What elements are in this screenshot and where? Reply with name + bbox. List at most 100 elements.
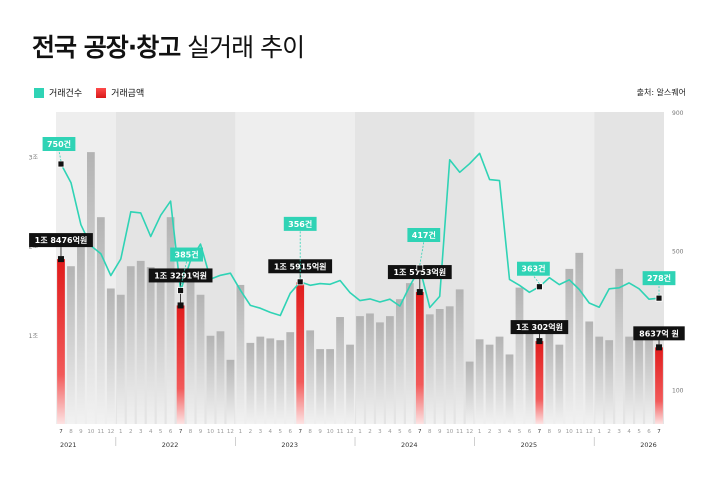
x-tick-label: 6 xyxy=(169,429,173,435)
x-tick-label: 10 xyxy=(87,429,94,435)
amount-marker xyxy=(656,344,663,351)
bar xyxy=(226,359,235,424)
x-tick-label: 9 xyxy=(558,429,562,435)
year-band xyxy=(56,112,116,424)
x-tick-label: 7 xyxy=(298,429,302,435)
bar xyxy=(86,152,95,424)
count-leader xyxy=(58,150,62,162)
count-line xyxy=(60,152,660,317)
bar xyxy=(286,332,295,424)
bar xyxy=(96,217,105,424)
chart-title-light: 실거래 추이 xyxy=(187,33,305,62)
count-callout: 363건 xyxy=(521,264,545,274)
count-marker xyxy=(655,294,663,302)
bar xyxy=(266,338,275,424)
amount-marker xyxy=(536,338,543,345)
bar xyxy=(565,268,574,424)
x-tick-label: 7 xyxy=(418,429,422,435)
bar xyxy=(645,331,653,424)
bar xyxy=(126,266,135,424)
x-tick-label: 12 xyxy=(466,429,473,435)
count-callout-box xyxy=(407,228,441,242)
x-tick-label: 8 xyxy=(308,429,312,435)
amount-callout-box xyxy=(510,320,569,335)
x-tick-label: 2 xyxy=(607,429,611,435)
x-tick-label: 11 xyxy=(97,429,104,435)
bar xyxy=(605,340,614,424)
bar xyxy=(246,342,255,424)
count-leader xyxy=(180,261,187,288)
x-tick-label: 6 xyxy=(408,429,412,435)
x-tick-label: 9 xyxy=(318,429,322,435)
count-leader xyxy=(533,275,540,284)
bar xyxy=(545,333,554,424)
amount-callout: 1조 3291억원 xyxy=(154,270,207,280)
bar xyxy=(485,344,494,424)
count-callout-box xyxy=(283,216,317,231)
bar xyxy=(575,252,584,424)
count-marker xyxy=(57,160,65,168)
bar xyxy=(376,322,384,424)
bar xyxy=(435,309,444,424)
bar xyxy=(465,361,474,424)
bar-highlight xyxy=(415,292,424,424)
amount-callout-box xyxy=(268,259,333,274)
x-tick-label: 2 xyxy=(249,429,253,435)
x-tick-label: 8 xyxy=(69,429,73,435)
x-tick-label: 11 xyxy=(576,429,583,435)
legend-item-amount: 거래금액 xyxy=(96,86,144,99)
x-tick-label: 1 xyxy=(119,429,123,435)
x-tick-label: 7 xyxy=(59,429,63,435)
amount-callout: 1조 5915억원 xyxy=(274,261,327,271)
count-callout: 750건 xyxy=(47,139,71,149)
bar xyxy=(495,336,504,424)
x-tick-label: 10 xyxy=(446,429,453,435)
x-tick-label: 11 xyxy=(217,429,224,435)
bar xyxy=(525,332,534,424)
bar xyxy=(106,288,115,424)
x-tick-label: 12 xyxy=(227,429,234,435)
x-tick-label: 12 xyxy=(347,429,354,435)
x-tick-label: 9 xyxy=(438,429,442,435)
count-callout: 278건 xyxy=(647,273,671,283)
x-tick-label: 5 xyxy=(279,429,283,435)
right-axis-tick: 500 xyxy=(672,249,684,256)
bar xyxy=(186,281,195,424)
bar xyxy=(156,269,165,424)
bar xyxy=(425,314,434,424)
bar-highlight xyxy=(176,305,185,424)
bar-highlight xyxy=(535,341,544,424)
x-tick-label: 3 xyxy=(498,429,502,435)
x-tick-label: 10 xyxy=(566,429,573,435)
amount-marker xyxy=(57,256,64,263)
bar xyxy=(166,217,175,424)
bar xyxy=(316,349,325,424)
left-axis-tick: 1조 xyxy=(29,333,39,340)
bar xyxy=(67,266,75,424)
x-tick-label: 5 xyxy=(518,429,522,435)
bar xyxy=(146,267,155,424)
x-tick-label: 5 xyxy=(398,429,402,435)
x-tick-label: 9 xyxy=(199,429,203,435)
count-callout: 417건 xyxy=(412,230,436,240)
x-tick-label: 3 xyxy=(139,429,143,435)
amount-callout: 1조 8476억원 xyxy=(35,235,88,245)
amount-callout: 1조 5753억원 xyxy=(393,267,446,277)
x-tick-label: 4 xyxy=(508,429,512,435)
x-tick-label: 7 xyxy=(538,429,542,435)
count-marker xyxy=(536,283,543,291)
year-label: 2024 xyxy=(401,441,418,449)
amount-callout: 8637억 원 xyxy=(639,328,679,338)
x-tick-label: 1 xyxy=(239,429,243,435)
x-tick-label: 4 xyxy=(269,429,273,435)
x-tick-label: 7 xyxy=(179,429,183,435)
bar-highlight xyxy=(57,259,65,424)
x-tick-label: 2 xyxy=(129,429,133,435)
bar xyxy=(326,349,334,424)
x-tick-label: 2 xyxy=(368,429,372,435)
x-tick-label: 3 xyxy=(259,429,263,435)
year-label: 2026 xyxy=(640,441,657,449)
bar xyxy=(515,287,524,424)
x-tick-label: 7 xyxy=(657,429,661,435)
year-label: 2023 xyxy=(281,441,298,449)
